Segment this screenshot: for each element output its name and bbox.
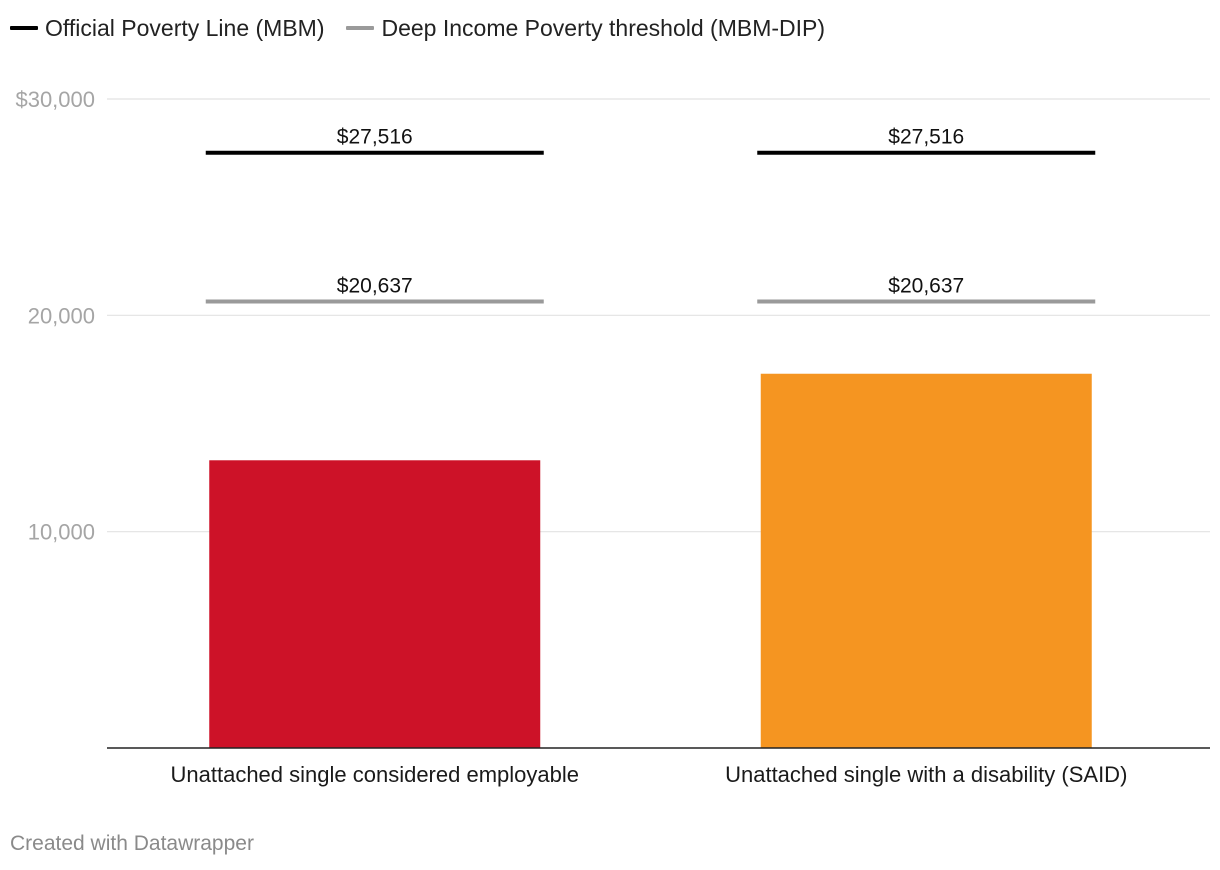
reference-line-label-0-1: $27,516 [888, 126, 964, 149]
reference-line-label-0-0: $27,516 [337, 126, 413, 149]
legend-swatch-deep-income-poverty [346, 26, 375, 30]
chart-legend: Official Poverty Line (MBM) Deep Income … [10, 12, 825, 44]
legend-item-deep-income-poverty: Deep Income Poverty threshold (MBM-DIP) [346, 15, 825, 42]
bar-1 [760, 373, 1092, 748]
footer-credit: Created with Datawrapper [10, 832, 254, 855]
y-tick-label-2: 10,000 [28, 520, 95, 545]
legend-label-deep-income-poverty: Deep Income Poverty threshold (MBM-DIP) [381, 14, 826, 41]
x-tick-label-1: Unattached single with a disability (SAI… [725, 762, 1127, 787]
legend-swatch-official-poverty-line [10, 26, 38, 30]
x-tick-label-0: Unattached single considered employable [171, 762, 579, 787]
y-tick-label-1: 20,000 [28, 303, 95, 328]
legend-label-official-poverty-line: Official Poverty Line (MBM) [45, 14, 325, 41]
reference-line-label-1-1: $20,637 [888, 275, 964, 298]
legend-item-official-poverty-line: Official Poverty Line (MBM) [10, 15, 324, 42]
y-tick-label-0: $30,000 [15, 87, 95, 112]
bar-0 [209, 460, 541, 748]
reference-line-label-1-0: $20,637 [337, 275, 413, 298]
